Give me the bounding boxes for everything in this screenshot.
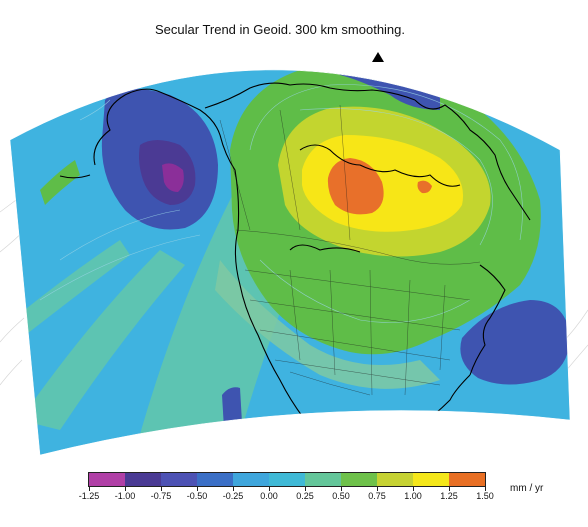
colorbar xyxy=(88,472,486,487)
colorbar-tick-label: -0.75 xyxy=(150,491,172,501)
colorbar-segment xyxy=(269,473,305,486)
colorbar-segment xyxy=(341,473,377,486)
field-teal-streak-west xyxy=(20,250,185,430)
map-field xyxy=(10,69,570,455)
colorbar-units: mm / yr xyxy=(510,483,544,494)
colorbar-tick xyxy=(377,486,378,491)
field-alaska-purple xyxy=(162,163,184,192)
field-pacific-blue xyxy=(222,387,243,446)
colorbar-tick xyxy=(233,486,234,491)
colorbar-tick xyxy=(305,486,306,491)
colorbar-tick-label: -1.00 xyxy=(114,491,136,501)
colorbar-tick-label: -0.25 xyxy=(222,491,244,501)
colorbar-tick xyxy=(89,486,90,491)
colorbar-segment xyxy=(377,473,413,486)
political-borders xyxy=(219,104,481,396)
colorbar-tick-label: 0.00 xyxy=(260,491,278,501)
colorbar-ticks xyxy=(88,486,486,492)
field-green-northwest-edge xyxy=(40,160,80,205)
colorbar-tick-label: 0.75 xyxy=(368,491,386,501)
colorbar-tick-label: 1.00 xyxy=(404,491,422,501)
field-orange-max xyxy=(327,158,384,215)
colorbar-segment xyxy=(197,473,233,486)
colorbar-segment xyxy=(233,473,269,486)
north-pole-marker xyxy=(372,52,384,62)
colorbar-tick xyxy=(269,486,270,491)
colorbar-segment xyxy=(161,473,197,486)
colorbar-tick xyxy=(413,486,414,491)
colorbar-tick xyxy=(125,486,126,491)
map-frame xyxy=(9,69,571,456)
colorbar-tick-label: 1.25 xyxy=(440,491,458,501)
field-orange-spot xyxy=(417,180,432,194)
colorbar-tick xyxy=(485,486,486,491)
colorbar-tick xyxy=(449,486,450,491)
colorbar-segment xyxy=(305,473,341,486)
colorbar-segment xyxy=(89,473,125,486)
colorbar-tick-label: 0.50 xyxy=(332,491,350,501)
map-svg xyxy=(0,52,588,456)
geoid-map xyxy=(0,52,588,456)
colorbar-tick xyxy=(341,486,342,491)
colorbar-legend: -1.25 -1.00 -0.75 -0.50 -0.25 0.00 0.25 0.50 0.7… xyxy=(79,472,494,512)
colorbar-segment xyxy=(449,473,485,486)
contour-lines xyxy=(39,84,523,323)
colorbar-tick xyxy=(161,486,162,491)
field-gulf-spot xyxy=(373,410,386,430)
field-green-coastal-band xyxy=(215,260,440,389)
colorbar-tick-label: -0.50 xyxy=(186,491,208,501)
colorbar-segment xyxy=(413,473,449,486)
colorbar-tick-label: 0.25 xyxy=(296,491,314,501)
colorbar-segment xyxy=(125,473,161,486)
colorbar-tick-labels: -1.25 -1.00 -0.75 -0.50 -0.25 0.00 0.25 0.50 0.7… xyxy=(79,491,494,505)
colorbar-tick xyxy=(197,486,198,491)
colorbar-tick-label: -1.25 xyxy=(78,491,100,501)
colorbar-tick-label: 1.50 xyxy=(476,491,494,501)
map-title: Secular Trend in Geoid. 300 km smoothing… xyxy=(154,22,406,37)
